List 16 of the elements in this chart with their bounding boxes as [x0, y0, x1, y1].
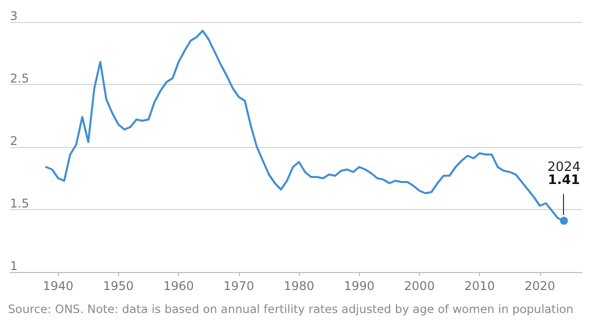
x-tick-label: 2010 — [464, 279, 495, 293]
x-tick-label: 1980 — [284, 279, 314, 293]
y-tick-label: 1 — [10, 259, 18, 273]
y-tick-label: 2.5 — [10, 72, 30, 86]
x-tick-label: 1990 — [344, 279, 374, 293]
y-tick-label: 3 — [10, 9, 18, 23]
annotation: 2024 1.41 — [547, 160, 580, 188]
x-tick-label: 1970 — [224, 279, 254, 293]
x-tick-label: 2020 — [524, 279, 556, 293]
x-tick-label: 1950 — [103, 279, 134, 293]
y-tick-label: 2 — [10, 134, 18, 148]
source-note: Source: ONS. Note: data is based on annual fertility rates adjusted by age of women in population — [8, 302, 574, 316]
y-tick-label: 1.5 — [10, 196, 30, 210]
x-tick-label: 1940 — [42, 279, 74, 293]
x-tick-label: 2000 — [404, 279, 435, 293]
x-tick-label: 1960 — [163, 279, 194, 293]
